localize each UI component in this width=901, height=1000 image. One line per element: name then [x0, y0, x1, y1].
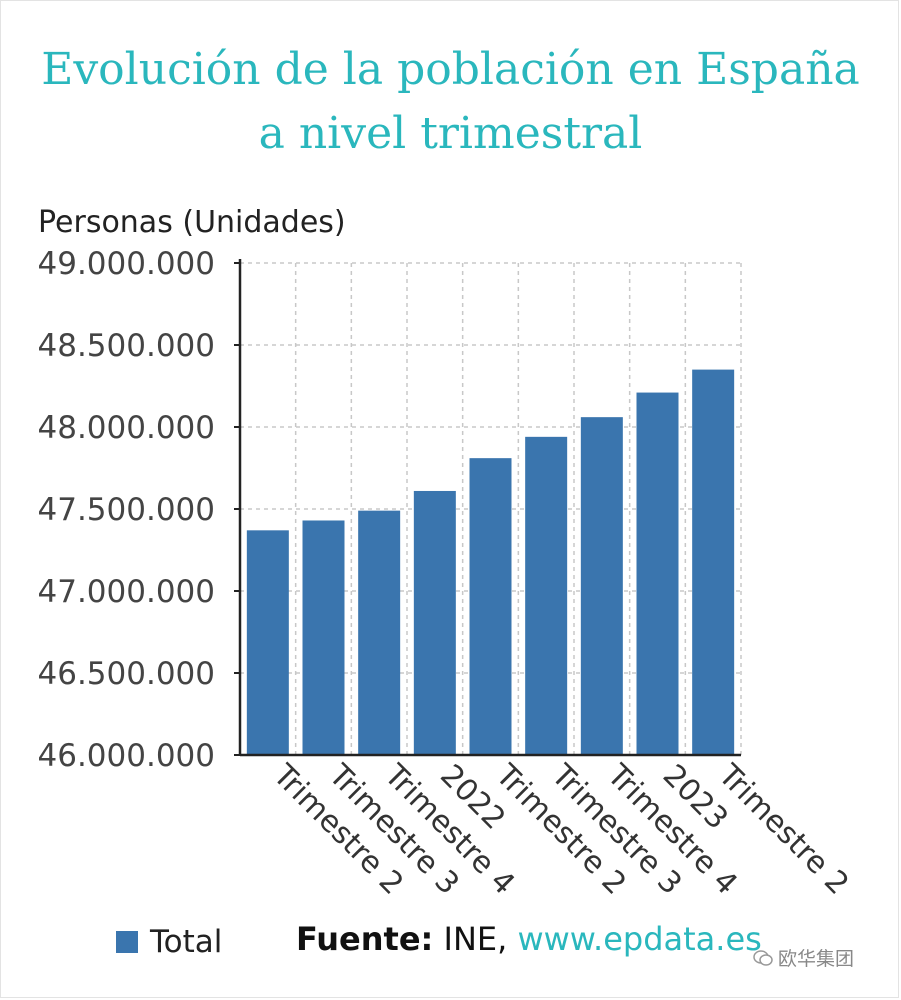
- y-tick-label: 49.000.000: [38, 246, 216, 282]
- chat-bubble-icon: [753, 949, 773, 966]
- source-text: Fuente: INE, www.epdata.es: [296, 920, 762, 958]
- title-line-1: Evolución de la población en España: [41, 44, 860, 95]
- bar: [246, 530, 289, 755]
- y-tick-label: 48.500.000: [38, 328, 216, 364]
- y-axis-label: Personas (Unidades): [38, 205, 346, 240]
- y-tick-label: 47.000.000: [38, 574, 216, 610]
- source-url[interactable]: www.epdata.es: [517, 920, 762, 958]
- bar: [302, 520, 345, 755]
- bar: [358, 510, 401, 755]
- source-label: Fuente:: [296, 920, 434, 958]
- y-tick-label: 47.500.000: [38, 492, 216, 528]
- source-name: INE,: [433, 920, 518, 958]
- bar: [525, 436, 568, 755]
- bar: [692, 369, 735, 755]
- watermark: 欧华集团: [752, 944, 854, 971]
- watermark-text: 欧华集团: [778, 948, 855, 970]
- y-tick-label: 46.000.000: [38, 738, 216, 774]
- legend-swatch: [116, 931, 138, 953]
- title-line-2: a nivel trimestral: [258, 108, 643, 159]
- y-tick-label: 46.500.000: [38, 656, 216, 692]
- bar: [469, 458, 512, 755]
- legend-label: Total: [150, 924, 223, 960]
- legend: Total: [116, 924, 222, 960]
- y-tick-label: 48.000.000: [38, 410, 216, 446]
- bar: [636, 392, 679, 755]
- bar-chart: 46.000.000 46.500.000 47.000.000 47.500.000…: [38, 246, 856, 902]
- bar: [413, 490, 456, 755]
- bar: [580, 417, 623, 755]
- chart-title: Evolución de la población en España a ni…: [0, 38, 901, 166]
